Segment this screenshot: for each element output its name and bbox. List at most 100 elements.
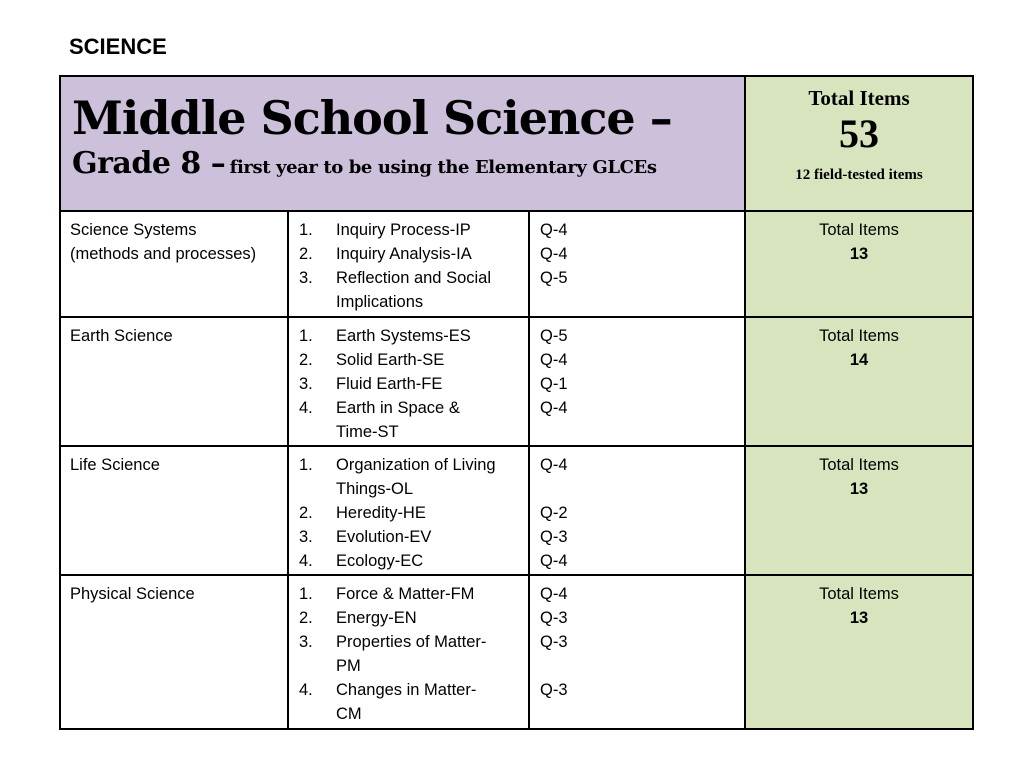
row-total: Total Items 13 <box>745 446 974 575</box>
list-item-number: 2. <box>299 351 313 369</box>
list-item-number: 2. <box>299 245 313 263</box>
list-item-number: 3. <box>299 633 313 651</box>
area-name: Science Systems <box>70 221 197 239</box>
question-count: Q-5 <box>540 327 568 345</box>
question-count: Q-4 <box>540 585 568 603</box>
list-item-number: 1. <box>299 221 313 239</box>
page-title: Middle School Science – <box>72 91 673 145</box>
list-item-number: 1. <box>299 327 313 345</box>
question-count: Q-5 <box>540 269 568 287</box>
row-total-label: Total Items <box>819 221 899 239</box>
list-item-number: 4. <box>299 681 313 699</box>
question-count: Q-1 <box>540 375 568 393</box>
list-item-text: Heredity-HE <box>336 504 426 522</box>
grade-note: first year to be using the Elementary GL… <box>229 157 657 178</box>
question-count-spacer <box>540 477 744 501</box>
question-count: Q-3 <box>540 681 568 699</box>
list-item-number: 2. <box>299 504 313 522</box>
grade-label: Grade 8 – <box>72 146 226 181</box>
question-count: Q-4 <box>540 552 568 570</box>
area-name: Physical Science <box>70 585 195 603</box>
row-total-value: 13 <box>849 480 869 498</box>
row-total-value: 13 <box>849 609 869 627</box>
question-count: Q-4 <box>540 399 568 417</box>
list-item-text: Earth Systems-ES <box>336 327 471 345</box>
table-row-earth-science-area: Earth Science <box>59 317 288 446</box>
list-item: 2. Inquiry Analysis-IA <box>289 242 528 266</box>
list-item-text: Energy-EN <box>336 609 417 627</box>
question-count: Q-4 <box>540 245 568 263</box>
table-header-total-cell: Total Items 53 12 field-tested items <box>745 75 974 211</box>
list-item-text: Properties of Matter- <box>336 633 487 651</box>
list-item-text: Inquiry Analysis-IA <box>336 245 472 263</box>
question-counts: Q-4 Q-4 Q-5 <box>529 211 745 317</box>
list-item-number: 4. <box>299 552 313 570</box>
list-item: 1. Force & Matter-FM <box>289 582 528 606</box>
area-name: Life Science <box>70 456 160 474</box>
list-item: 4. Changes in Matter- CM <box>289 678 528 726</box>
list-item-text: Ecology-EC <box>336 552 424 570</box>
area-name-sub: (methods and processes) <box>70 245 257 263</box>
question-count-spacer <box>540 654 744 678</box>
list-item-text: Reflection and Social <box>336 269 492 287</box>
row-total-label: Total Items <box>819 585 899 603</box>
row-total: Total Items 13 <box>745 575 974 730</box>
list-item-number: 3. <box>299 528 313 546</box>
question-counts: Q-4 Q-2 Q-3 Q-4 <box>529 446 745 575</box>
list-item-number: 4. <box>299 399 313 417</box>
list-item: 4. Ecology-EC <box>289 549 528 573</box>
list-item-text: Force & Matter-FM <box>336 585 475 603</box>
row-total-value: 14 <box>849 351 869 369</box>
list-item: 3. Properties of Matter- PM <box>289 630 528 678</box>
strand-list: 1. Earth Systems-ES 2. Solid Earth-SE 3.… <box>288 317 529 446</box>
row-total: Total Items 14 <box>745 317 974 446</box>
list-item: 1. Organization of Living Things-OL <box>289 453 528 501</box>
field-tested-note: 12 field-tested items <box>795 167 923 183</box>
question-count: Q-3 <box>540 609 568 627</box>
list-item-text: Time-ST <box>336 423 399 441</box>
list-item: 2. Heredity-HE <box>289 501 528 525</box>
strand-list: 1. Force & Matter-FM 2. Energy-EN 3. Pro… <box>288 575 529 730</box>
area-name: Earth Science <box>70 327 173 345</box>
overall-total-value: 53 <box>839 111 879 156</box>
list-item-text: Earth in Space & <box>336 399 460 417</box>
question-count: Q-4 <box>540 351 568 369</box>
table-header-title-cell: Middle School Science – Grade 8 – first … <box>59 75 745 211</box>
question-count: Q-3 <box>540 528 568 546</box>
list-item: 1. Earth Systems-ES <box>289 324 528 348</box>
list-item: 2. Solid Earth-SE <box>289 348 528 372</box>
overall-total-label: Total Items <box>808 86 910 110</box>
list-item-text: Changes in Matter- <box>336 681 477 699</box>
list-item: 4. Earth in Space & Time-ST <box>289 396 528 444</box>
table-row-science-systems-area: Science Systems (methods and processes) <box>59 211 288 317</box>
list-item-number: 3. <box>299 375 313 393</box>
list-item-text: CM <box>336 705 362 723</box>
list-item-text: Things-OL <box>336 480 414 498</box>
list-item-number: 1. <box>299 585 313 603</box>
list-item: 3. Fluid Earth-FE <box>289 372 528 396</box>
row-total-value: 13 <box>849 245 869 263</box>
question-count: Q-2 <box>540 504 568 522</box>
list-item-number: 1. <box>299 456 313 474</box>
slide-label: SCIENCE <box>69 34 167 59</box>
header-subtitle: Grade 8 – first year to be using the Ele… <box>72 146 744 181</box>
list-item-number: 2. <box>299 609 313 627</box>
question-count: Q-4 <box>540 221 568 239</box>
question-count: Q-3 <box>540 633 568 651</box>
question-counts: Q-5 Q-4 Q-1 Q-4 <box>529 317 745 446</box>
list-item: 2. Energy-EN <box>289 606 528 630</box>
strand-list: 1. Organization of Living Things-OL 2. H… <box>288 446 529 575</box>
list-item-text: Implications <box>336 293 424 311</box>
list-item-text: Evolution-EV <box>336 528 432 546</box>
row-total-label: Total Items <box>819 456 899 474</box>
question-counts: Q-4 Q-3 Q-3 Q-3 <box>529 575 745 730</box>
row-total: Total Items 13 <box>745 211 974 317</box>
strand-list: 1. Inquiry Process-IP 2. Inquiry Analysi… <box>288 211 529 317</box>
list-item-text: Solid Earth-SE <box>336 351 445 369</box>
list-item-text: Inquiry Process-IP <box>336 221 471 239</box>
table-row-life-science-area: Life Science <box>59 446 288 575</box>
list-item: 1. Inquiry Process-IP <box>289 218 528 242</box>
list-item-text: PM <box>336 657 361 675</box>
row-total-label: Total Items <box>819 327 899 345</box>
list-item-number: 3. <box>299 269 313 287</box>
